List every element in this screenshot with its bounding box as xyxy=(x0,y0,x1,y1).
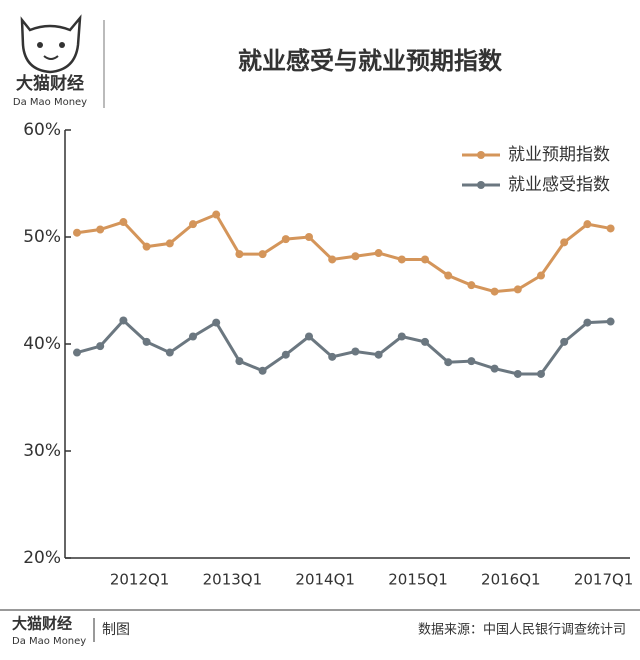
point xyxy=(537,369,545,378)
y-tick-label: 30% xyxy=(23,441,61,461)
series-line xyxy=(76,212,611,294)
footer-brand: 大猫财经 xyxy=(12,615,72,633)
point xyxy=(583,318,592,327)
point xyxy=(444,358,453,367)
legend-dot xyxy=(477,181,485,189)
logo xyxy=(20,14,82,74)
x-tick-label: 2015Q1 xyxy=(388,571,448,589)
point xyxy=(73,348,81,357)
point xyxy=(374,350,383,359)
point xyxy=(397,255,406,264)
footer-credit: 制图 xyxy=(102,622,130,638)
point xyxy=(467,281,476,290)
chart-title: 就业感受与就业预期指数 xyxy=(238,47,503,75)
point xyxy=(374,249,383,258)
point xyxy=(560,337,569,346)
point xyxy=(189,332,197,341)
point xyxy=(513,369,522,378)
point xyxy=(165,348,174,357)
legend-label: 就业感受指数 xyxy=(508,175,610,195)
y-tick-label: 20% xyxy=(23,548,61,568)
point xyxy=(119,316,128,325)
point xyxy=(444,271,453,280)
point xyxy=(328,255,337,264)
point xyxy=(490,364,499,373)
x-tick-label: 2017Q1 xyxy=(574,571,634,589)
point xyxy=(490,287,499,296)
point xyxy=(351,347,360,356)
series-line xyxy=(76,318,611,376)
point xyxy=(305,332,313,341)
footer-english: Da Mao Money xyxy=(12,636,86,647)
point xyxy=(583,220,592,229)
point xyxy=(537,271,545,280)
legend-label: 就业预期指数 xyxy=(508,145,610,165)
point xyxy=(351,252,360,261)
legend-dot xyxy=(477,151,485,159)
x-tick-label: 2016Q1 xyxy=(481,571,541,589)
point xyxy=(281,235,290,244)
point xyxy=(258,250,267,259)
point xyxy=(606,224,615,233)
point xyxy=(165,239,174,248)
point xyxy=(189,220,197,229)
source: 数据来源：中国人民银行调查统计司 xyxy=(418,623,626,638)
point xyxy=(212,318,221,327)
point xyxy=(421,255,429,264)
y-tick-label: 60% xyxy=(23,120,61,140)
point xyxy=(73,228,81,237)
point xyxy=(235,250,244,259)
point xyxy=(467,357,476,366)
point xyxy=(212,210,221,219)
x-tick-label: 2013Q1 xyxy=(203,571,263,589)
point xyxy=(560,238,569,247)
brand-name: 大猫财经 xyxy=(16,73,84,94)
point xyxy=(606,317,615,326)
point xyxy=(235,357,244,366)
point xyxy=(513,285,522,294)
point xyxy=(328,352,337,361)
point xyxy=(142,337,151,346)
point xyxy=(281,350,290,359)
point xyxy=(421,337,429,346)
y-tick-label: 40% xyxy=(23,334,61,354)
point xyxy=(119,218,128,227)
x-tick-label: 2014Q1 xyxy=(295,571,355,589)
point xyxy=(397,332,406,341)
point xyxy=(96,342,105,351)
point xyxy=(96,225,105,234)
point xyxy=(142,242,151,251)
point xyxy=(258,366,267,375)
brand-english: Da Mao Money xyxy=(13,97,87,108)
y-tick-label: 50% xyxy=(23,227,61,247)
x-tick-label: 2012Q1 xyxy=(110,571,170,589)
point xyxy=(305,233,313,241)
